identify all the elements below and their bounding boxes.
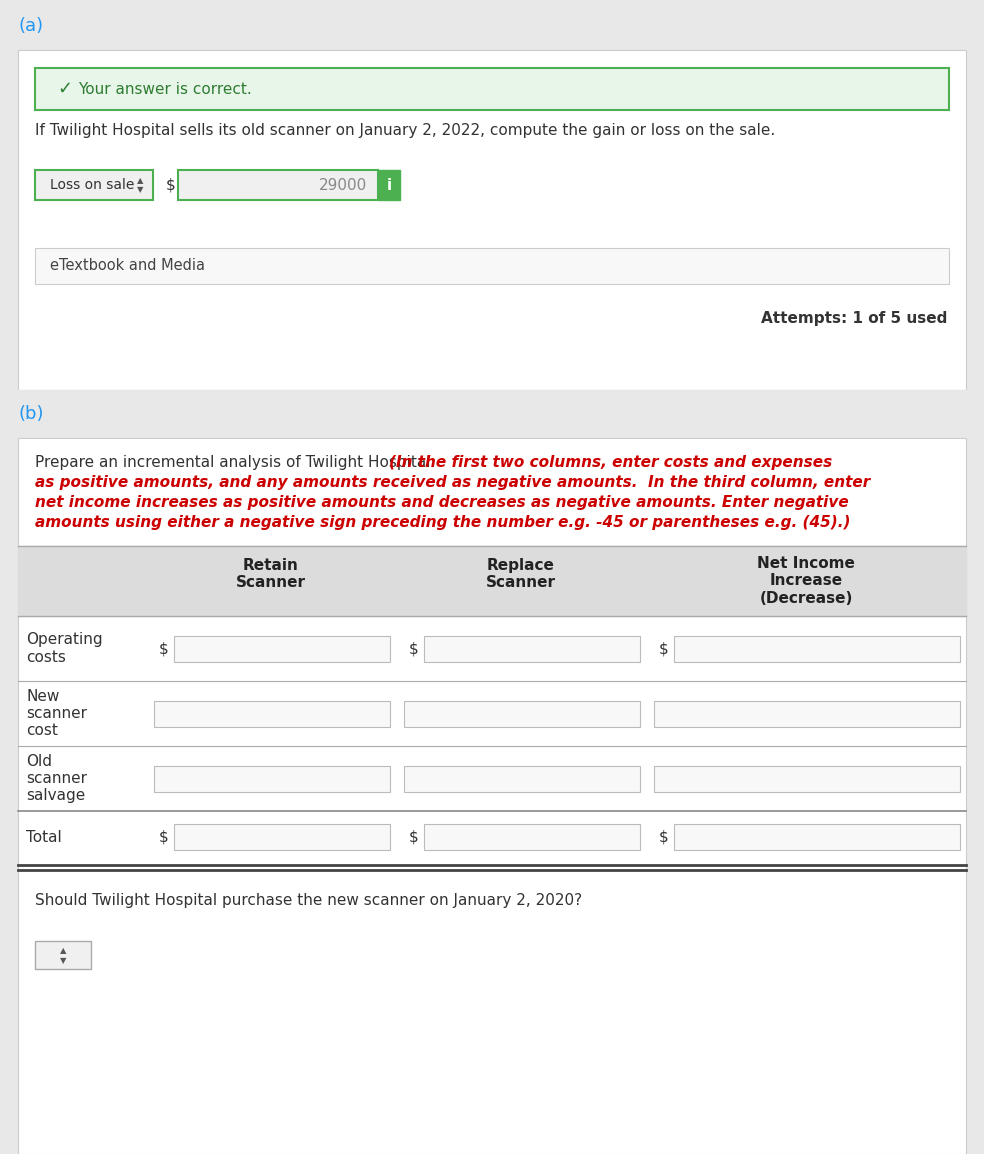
Text: (a): (a) <box>18 17 43 35</box>
Text: $: $ <box>409 640 419 655</box>
FancyBboxPatch shape <box>404 700 640 727</box>
FancyBboxPatch shape <box>654 700 960 727</box>
FancyBboxPatch shape <box>674 824 960 850</box>
Text: Loss on sale: Loss on sale <box>50 178 135 192</box>
Text: Old
scanner
salvage: Old scanner salvage <box>26 754 87 803</box>
Text: Your answer is correct.: Your answer is correct. <box>78 82 252 97</box>
FancyBboxPatch shape <box>154 765 390 792</box>
FancyBboxPatch shape <box>654 765 960 792</box>
Text: $: $ <box>166 178 176 193</box>
Text: Prepare an incremental analysis of Twilight Hospital.: Prepare an incremental analysis of Twili… <box>35 455 440 470</box>
Text: Retain
Scanner: Retain Scanner <box>236 559 306 591</box>
Text: ▼: ▼ <box>137 186 144 195</box>
Text: $: $ <box>659 640 669 655</box>
FancyBboxPatch shape <box>674 636 960 661</box>
Text: (In the first two columns, enter costs and expenses: (In the first two columns, enter costs a… <box>389 455 832 470</box>
Text: Net Income
Increase
(Decrease): Net Income Increase (Decrease) <box>757 556 855 606</box>
Text: net income increases as positive amounts and decreases as negative amounts. Ente: net income increases as positive amounts… <box>35 495 849 510</box>
Text: $: $ <box>159 640 169 655</box>
FancyBboxPatch shape <box>18 50 966 390</box>
FancyBboxPatch shape <box>178 170 378 200</box>
Text: $: $ <box>659 830 669 845</box>
Text: Total: Total <box>26 830 62 845</box>
Text: Replace
Scanner: Replace Scanner <box>486 559 556 591</box>
Text: Attempts: 1 of 5 used: Attempts: 1 of 5 used <box>761 310 947 325</box>
Text: ▲: ▲ <box>137 177 144 186</box>
Text: eTextbook and Media: eTextbook and Media <box>50 258 205 273</box>
FancyBboxPatch shape <box>0 390 984 439</box>
FancyBboxPatch shape <box>35 248 949 284</box>
Text: (b): (b) <box>18 405 43 424</box>
Text: Should Twilight Hospital purchase the new scanner on January 2, 2020?: Should Twilight Hospital purchase the ne… <box>35 893 583 908</box>
FancyBboxPatch shape <box>18 439 966 1154</box>
Text: 29000: 29000 <box>319 178 367 193</box>
Text: $: $ <box>409 830 419 845</box>
Text: as positive amounts, and any amounts received as negative amounts.  In the third: as positive amounts, and any amounts rec… <box>35 474 870 489</box>
Text: i: i <box>387 178 392 193</box>
Text: amounts using either a negative sign preceding the number e.g. -45 or parenthese: amounts using either a negative sign pre… <box>35 515 850 530</box>
Text: If Twilight Hospital sells its old scanner on January 2, 2022, compute the gain : If Twilight Hospital sells its old scann… <box>35 122 775 137</box>
FancyBboxPatch shape <box>35 170 153 200</box>
FancyBboxPatch shape <box>404 765 640 792</box>
FancyBboxPatch shape <box>35 941 91 969</box>
Text: ▼: ▼ <box>60 957 66 966</box>
Text: $: $ <box>159 830 169 845</box>
FancyBboxPatch shape <box>424 824 640 850</box>
FancyBboxPatch shape <box>154 700 390 727</box>
Text: ▲: ▲ <box>60 946 66 956</box>
FancyBboxPatch shape <box>35 68 949 110</box>
Text: New
scanner
cost: New scanner cost <box>26 689 87 739</box>
Text: ✓: ✓ <box>57 80 72 98</box>
FancyBboxPatch shape <box>378 170 400 200</box>
FancyBboxPatch shape <box>174 636 390 661</box>
FancyBboxPatch shape <box>174 824 390 850</box>
Text: Operating
costs: Operating costs <box>26 632 102 665</box>
FancyBboxPatch shape <box>424 636 640 661</box>
FancyBboxPatch shape <box>18 546 966 616</box>
FancyBboxPatch shape <box>0 0 984 50</box>
